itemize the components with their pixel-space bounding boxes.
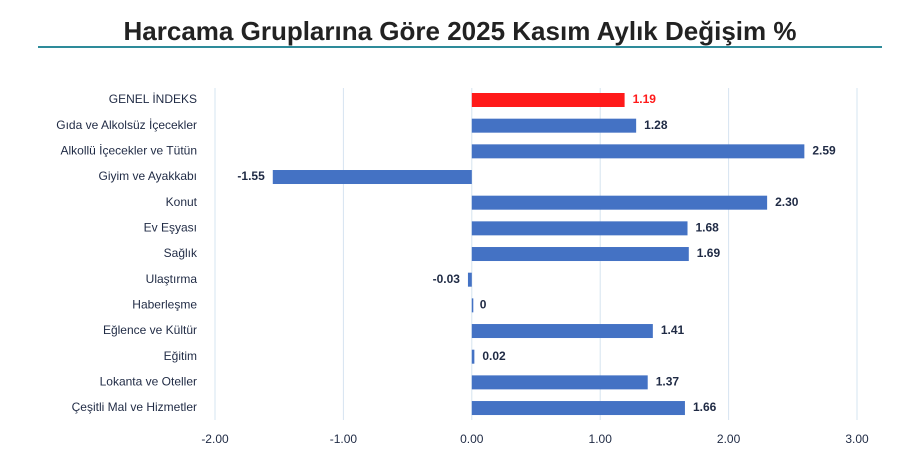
value-label: 2.30 [775, 195, 799, 209]
bar [471, 144, 805, 159]
x-tick-label: 1.00 [589, 432, 613, 446]
y-tick-label: Sağlık [164, 246, 198, 260]
y-tick-label: Eğitim [164, 349, 197, 363]
bar [471, 349, 475, 364]
x-tick-label: 2.00 [717, 432, 741, 446]
bar [471, 324, 653, 339]
bar [471, 93, 625, 107]
y-tick-label: Eğlence ve Kültür [103, 323, 197, 337]
x-tick-label: 0.00 [460, 432, 484, 446]
x-tick-label: 3.00 [845, 432, 869, 446]
value-label: 1.66 [693, 400, 717, 414]
bar [471, 195, 768, 210]
value-label: 0 [480, 298, 487, 312]
value-label: 1.19 [633, 92, 657, 106]
bar [471, 375, 648, 390]
value-label: 1.69 [697, 246, 721, 260]
y-tick-label: Alkollü İçecekler ve Tütün [60, 144, 197, 158]
y-tick-label: Ev Eşyası [144, 221, 197, 235]
value-label: 1.37 [656, 375, 680, 389]
x-tick-label: -1.00 [330, 432, 358, 446]
bar [471, 118, 637, 133]
value-label: 2.59 [812, 144, 836, 158]
chart-title: Harcama Gruplarına Göre 2025 Kasım Aylık… [124, 16, 797, 46]
x-tick-label: -2.00 [201, 432, 229, 446]
bar [467, 272, 472, 287]
y-tick-label: Gıda ve Alkolsüz İçecekler [56, 118, 197, 132]
y-tick-label: Lokanta ve Oteller [100, 375, 197, 389]
bar [471, 401, 685, 416]
y-tick-label: Ulaştırma [146, 272, 198, 286]
bar [471, 247, 689, 262]
value-label: 0.02 [482, 349, 506, 363]
value-label: 1.41 [661, 323, 685, 337]
bar [471, 221, 688, 236]
value-label: -1.55 [237, 169, 265, 183]
bar [272, 170, 472, 185]
y-tick-label: GENEL İNDEKS [109, 92, 197, 106]
value-label: 1.28 [644, 118, 668, 132]
bar [471, 298, 474, 313]
value-label: 1.68 [696, 221, 720, 235]
y-tick-label: Haberleşme [132, 298, 197, 312]
y-tick-label: Çeşitli Mal ve Hizmetler [72, 400, 197, 414]
y-tick-label: Giyim ve Ayakkabı [99, 169, 197, 183]
y-tick-label: Konut [166, 195, 198, 209]
value-label: -0.03 [433, 272, 461, 286]
